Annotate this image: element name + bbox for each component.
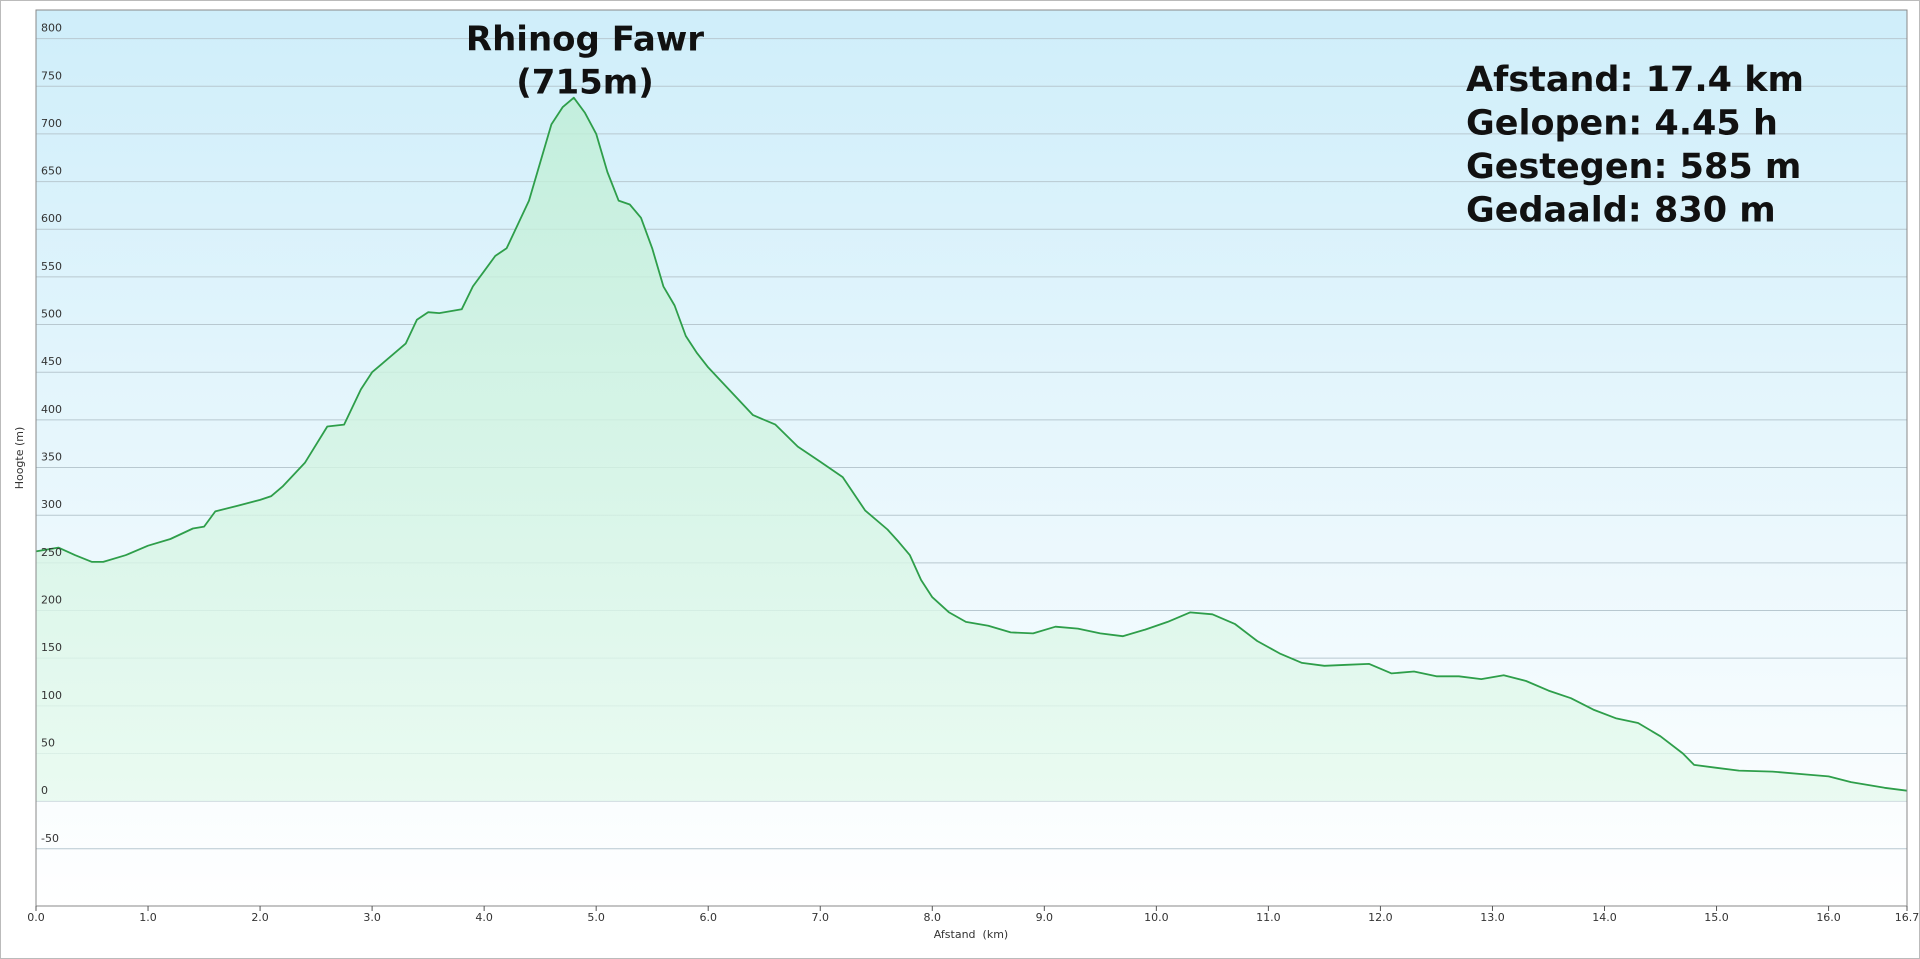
peak-label: Rhinog Fawr [466, 20, 704, 60]
y-tick-label: 100 [41, 689, 62, 702]
x-tick-label: 3.0 [363, 911, 381, 924]
y-tick-label: 50 [41, 736, 55, 749]
y-tick-label: 350 [41, 451, 62, 464]
y-tick-label: 250 [41, 546, 62, 559]
y-tick-label: 500 [41, 308, 62, 321]
x-axis-label: Afstand (km) [934, 928, 1008, 941]
y-tick-label: 0 [41, 784, 48, 797]
x-tick-label: 7.0 [812, 911, 830, 924]
x-tick-label: 1.0 [139, 911, 157, 924]
x-tick-label: 14.0 [1592, 911, 1617, 924]
y-tick-label: 200 [41, 594, 62, 607]
x-tick-label: 6.0 [699, 911, 717, 924]
x-tick-label: 10.0 [1144, 911, 1169, 924]
x-tick-label: 2.0 [251, 911, 269, 924]
x-tick-label: 11.0 [1256, 911, 1281, 924]
y-tick-label: 750 [41, 69, 62, 82]
y-tick-label: 150 [41, 641, 62, 654]
x-tick-label: 5.0 [587, 911, 605, 924]
stat-line: Gestegen: 585 m [1466, 147, 1801, 187]
y-tick-label: 400 [41, 403, 62, 416]
y-tick-label: 650 [41, 165, 62, 178]
x-tick-label: 16.7 [1895, 911, 1920, 924]
x-tick-label: 9.0 [1036, 911, 1054, 924]
y-tick-label: -50 [41, 832, 59, 845]
x-tick-label: 8.0 [924, 911, 942, 924]
marks [35, 96, 1908, 802]
peak-label: (715m) [516, 63, 653, 103]
y-tick-label: 300 [41, 498, 62, 511]
x-tick-label: 12.0 [1368, 911, 1393, 924]
x-tick-label: 4.0 [475, 911, 493, 924]
y-axis-label: Hoogte (m) [13, 427, 26, 490]
y-tick-label: 700 [41, 117, 62, 130]
y-tick-label: 550 [41, 260, 62, 273]
area-fill [36, 97, 1907, 802]
x-tick-label: 16.0 [1816, 911, 1841, 924]
stat-line: Afstand: 17.4 km [1466, 60, 1804, 100]
labels: -50 0 50 100 150 200 250 300 350 400 450 500 550 600 6… [27, 22, 1919, 924]
x-tick-label: 15.0 [1704, 911, 1729, 924]
elevation-line [35, 96, 1908, 792]
y-tick-label: 600 [41, 212, 62, 225]
y-tick-label: 450 [41, 355, 62, 368]
stat-line: Gelopen: 4.45 h [1466, 104, 1778, 144]
stat-line: Gedaald: 830 m [1466, 191, 1776, 231]
y-tick-label: 800 [41, 22, 62, 35]
x-tick-label: 13.0 [1480, 911, 1505, 924]
x-tick-label: 0.0 [27, 911, 45, 924]
plot-border [35, 9, 1908, 907]
